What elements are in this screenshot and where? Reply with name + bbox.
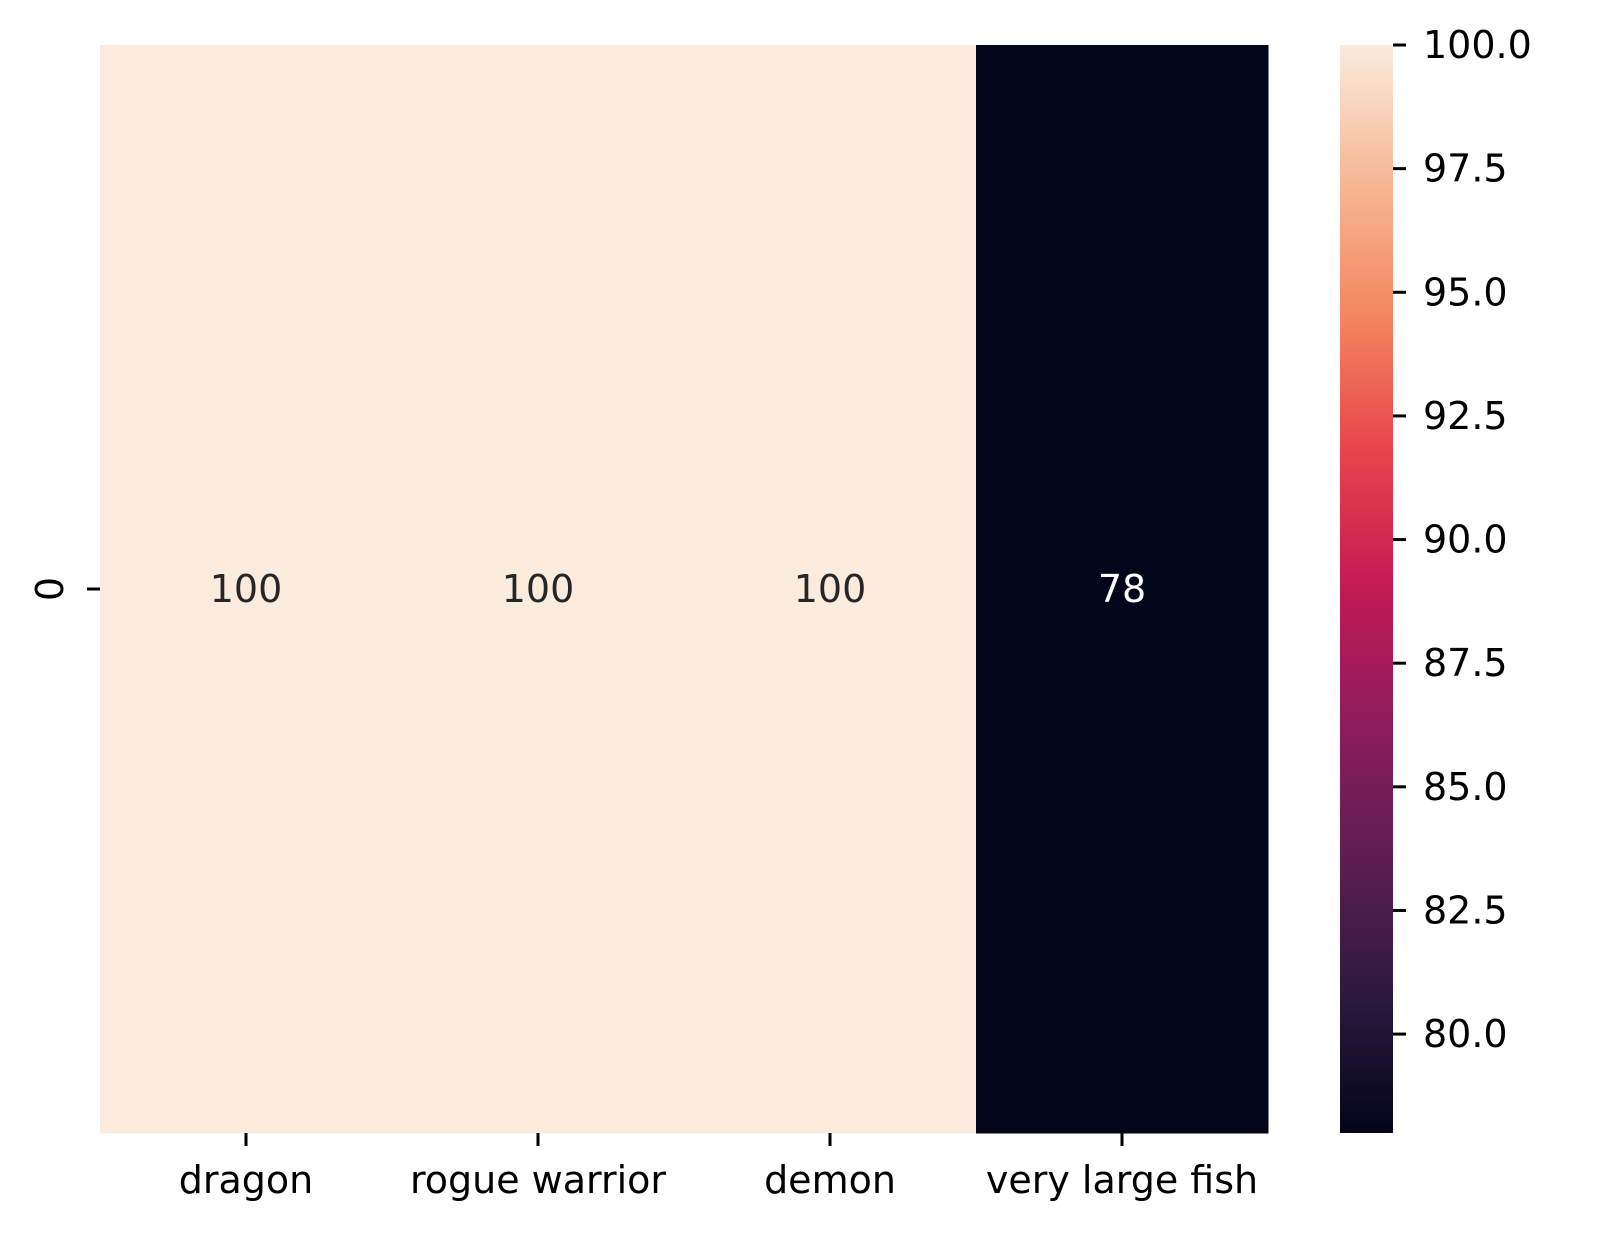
colorbar-tick-label: 95.0 xyxy=(1423,270,1508,314)
colorbar-tick-label: 87.5 xyxy=(1423,641,1508,685)
heatmap-cells xyxy=(100,45,1269,1134)
x-tick-label: rogue warrior xyxy=(410,1158,666,1202)
colorbar-tick-label: 92.5 xyxy=(1423,394,1508,438)
y-axis: 0 xyxy=(28,577,100,601)
x-axis: dragon rogue warrior demon very large fish xyxy=(179,1133,1258,1202)
colorbar-gradient xyxy=(1340,45,1393,1133)
x-tick-label: dragon xyxy=(179,1158,313,1202)
heatmap-cell-2 xyxy=(684,45,977,1134)
cell-value-label: 100 xyxy=(794,567,867,611)
colorbar-tick-label: 82.5 xyxy=(1423,888,1508,932)
cell-value-label: 78 xyxy=(1098,567,1146,611)
colorbar-tick-label: 90.0 xyxy=(1423,518,1508,562)
colorbar-axis: 80.0 82.5 85.0 87.5 90.0 92.5 95.0 97.5 100.0 xyxy=(1393,23,1532,1056)
heatmap-cell-labels: 100 100 100 78 xyxy=(210,567,1146,611)
y-tick-label: 0 xyxy=(28,577,72,601)
colorbar-tick-label: 100.0 xyxy=(1423,23,1532,67)
x-tick-label: demon xyxy=(764,1158,896,1202)
x-tick-label: very large fish xyxy=(986,1158,1258,1202)
heatmap-cell-1 xyxy=(392,45,685,1134)
cell-value-label: 100 xyxy=(210,567,283,611)
cell-value-label: 100 xyxy=(502,567,575,611)
colorbar xyxy=(1340,45,1393,1133)
heatmap-cell-0 xyxy=(100,45,393,1134)
colorbar-tick-label: 85.0 xyxy=(1423,765,1508,809)
heatmap-cell-3 xyxy=(976,45,1269,1134)
colorbar-tick-label: 97.5 xyxy=(1423,147,1508,191)
colorbar-tick-label: 80.0 xyxy=(1423,1012,1508,1056)
